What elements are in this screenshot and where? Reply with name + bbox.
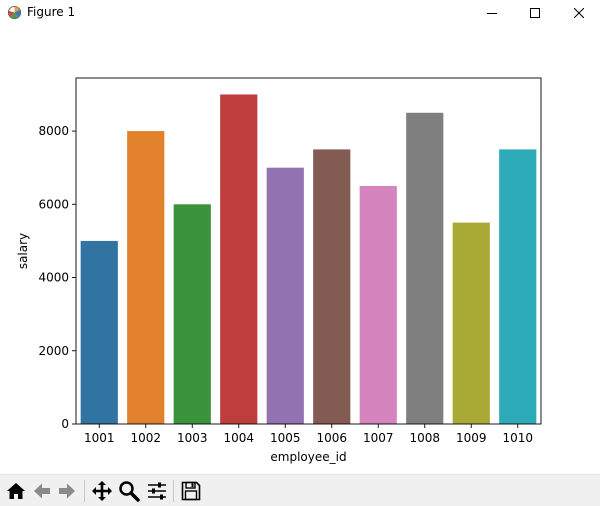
y-tick-label: 4000 — [38, 271, 69, 285]
x-tick-label: 1002 — [130, 431, 161, 445]
title-bar[interactable]: Figure 1 — [0, 0, 600, 26]
y-axis-label: salary — [16, 233, 30, 269]
bar-1009 — [452, 222, 490, 424]
y-tick-label: 6000 — [38, 197, 69, 211]
bar-1010 — [499, 149, 537, 424]
toolbar-separator — [173, 480, 174, 502]
minimize-icon — [487, 13, 497, 14]
bar-1001 — [80, 240, 118, 424]
back-arrow-icon — [34, 483, 50, 499]
bar-1006 — [313, 149, 351, 424]
x-tick-label: 1003 — [177, 431, 208, 445]
x-tick-label: 1006 — [316, 431, 347, 445]
home-button[interactable] — [4, 479, 28, 503]
configure-subplots-icon — [148, 482, 166, 500]
minimize-button[interactable] — [469, 0, 515, 26]
zoom-icon — [119, 481, 140, 502]
bar-1002 — [127, 131, 165, 424]
figure-canvas[interactable]: 0 2000 4000 6000 8000 1001 1002 1003 1004 1005 100… — [0, 26, 600, 474]
close-button[interactable] — [556, 0, 600, 26]
forward-button[interactable] — [55, 479, 79, 503]
maximize-icon — [530, 8, 540, 18]
bar-1004 — [220, 94, 258, 424]
matplotlib-icon — [7, 5, 22, 20]
save-icon — [181, 481, 201, 501]
y-tick-label: 2000 — [38, 344, 69, 358]
pan-button[interactable] — [90, 479, 114, 503]
maximize-button[interactable] — [512, 0, 558, 26]
x-tick-label: 1001 — [84, 431, 115, 445]
x-tick-label: 1008 — [409, 431, 440, 445]
close-icon — [574, 8, 584, 18]
bar-1007 — [359, 186, 397, 424]
plot-frame — [75, 77, 542, 425]
bar-1003 — [173, 204, 211, 424]
zoom-button[interactable] — [117, 479, 141, 503]
x-tick-label: 1005 — [270, 431, 301, 445]
x-tick-label: 1010 — [502, 431, 533, 445]
x-tick-label: 1007 — [363, 431, 394, 445]
bar-1008 — [406, 112, 444, 424]
save-button[interactable] — [179, 479, 203, 503]
x-axis-label: employee_id — [270, 450, 346, 464]
y-tick-label: 0 — [61, 417, 69, 431]
x-tick-label: 1009 — [456, 431, 487, 445]
pan-icon — [92, 481, 112, 501]
bar-chart: 0 2000 4000 6000 8000 1001 1002 1003 1004 1005 100… — [16, 77, 542, 464]
navigation-toolbar — [0, 474, 600, 506]
back-button[interactable] — [30, 479, 54, 503]
forward-arrow-icon — [59, 483, 75, 499]
x-tick-label: 1004 — [223, 431, 254, 445]
bar-1005 — [266, 167, 304, 424]
configure-subplots-button[interactable] — [145, 479, 169, 503]
window-title: Figure 1 — [27, 5, 76, 19]
home-icon — [7, 483, 25, 499]
toolbar-separator — [84, 480, 85, 502]
y-tick-label: 8000 — [38, 124, 69, 138]
